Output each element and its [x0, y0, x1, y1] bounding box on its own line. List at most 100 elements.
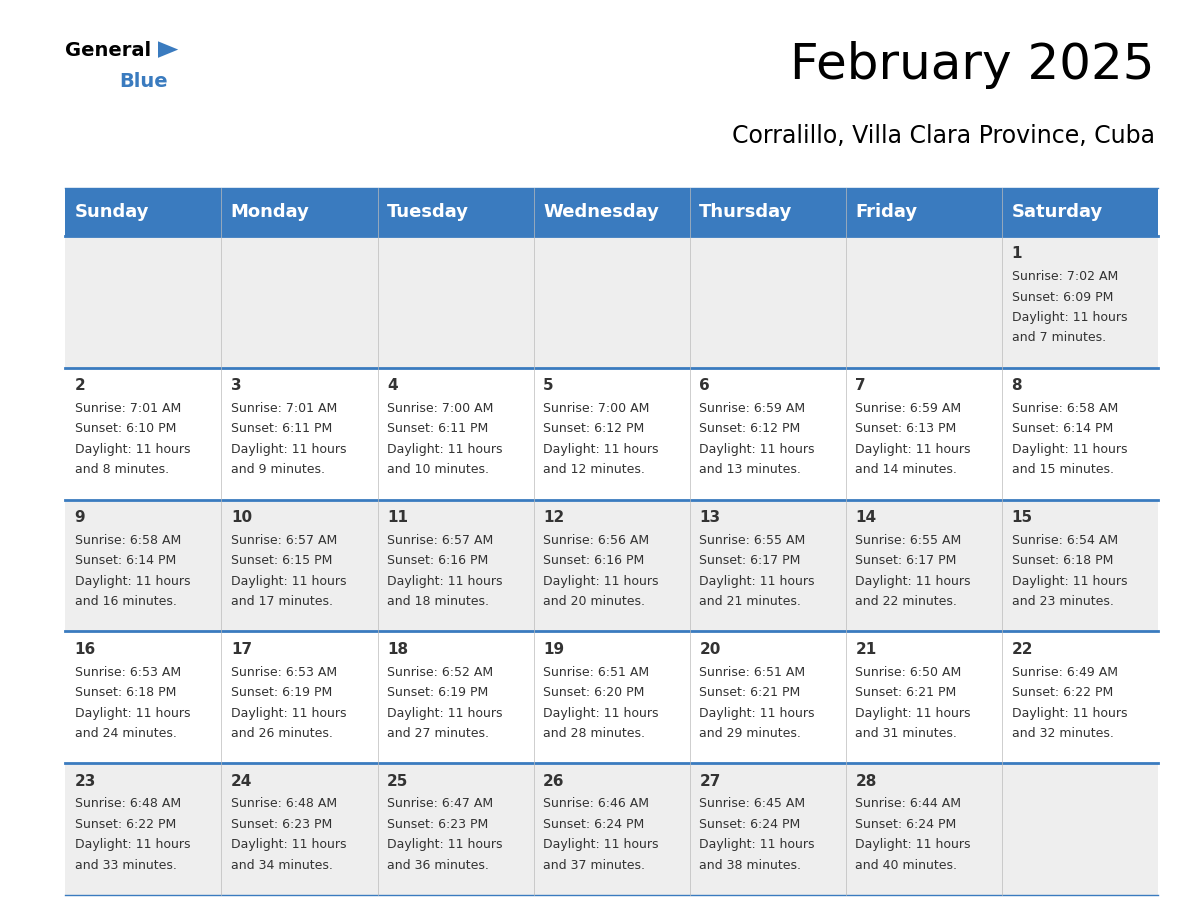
- Text: 3: 3: [230, 378, 241, 393]
- Text: 13: 13: [700, 510, 720, 525]
- Text: Sunrise: 6:48 AM: Sunrise: 6:48 AM: [230, 798, 337, 811]
- Text: 18: 18: [387, 642, 409, 657]
- Text: Daylight: 11 hours: Daylight: 11 hours: [700, 838, 815, 851]
- Text: Sunset: 6:19 PM: Sunset: 6:19 PM: [230, 686, 333, 700]
- Text: Sunset: 6:15 PM: Sunset: 6:15 PM: [230, 554, 333, 567]
- Text: and 10 minutes.: and 10 minutes.: [387, 464, 489, 476]
- Text: Sunset: 6:21 PM: Sunset: 6:21 PM: [700, 686, 801, 700]
- Text: 27: 27: [700, 774, 721, 789]
- Text: Daylight: 11 hours: Daylight: 11 hours: [543, 442, 658, 456]
- Text: 17: 17: [230, 642, 252, 657]
- Text: and 23 minutes.: and 23 minutes.: [1011, 595, 1113, 608]
- Text: and 20 minutes.: and 20 minutes.: [543, 595, 645, 608]
- Text: and 27 minutes.: and 27 minutes.: [387, 727, 489, 740]
- Text: Sunset: 6:23 PM: Sunset: 6:23 PM: [230, 818, 333, 831]
- Text: Sunset: 6:13 PM: Sunset: 6:13 PM: [855, 422, 956, 435]
- Text: Daylight: 11 hours: Daylight: 11 hours: [700, 707, 815, 720]
- Text: Daylight: 11 hours: Daylight: 11 hours: [700, 442, 815, 456]
- Text: Sunset: 6:21 PM: Sunset: 6:21 PM: [855, 686, 956, 700]
- Text: and 26 minutes.: and 26 minutes.: [230, 727, 333, 740]
- Text: Daylight: 11 hours: Daylight: 11 hours: [75, 575, 190, 588]
- Text: Sunrise: 6:50 AM: Sunrise: 6:50 AM: [855, 666, 961, 678]
- Text: Sunrise: 6:48 AM: Sunrise: 6:48 AM: [75, 798, 181, 811]
- Text: and 9 minutes.: and 9 minutes.: [230, 464, 324, 476]
- Text: 4: 4: [387, 378, 398, 393]
- Text: and 18 minutes.: and 18 minutes.: [387, 595, 489, 608]
- Text: Saturday: Saturday: [1011, 203, 1102, 221]
- Text: and 24 minutes.: and 24 minutes.: [75, 727, 177, 740]
- Text: Sunrise: 6:59 AM: Sunrise: 6:59 AM: [855, 402, 961, 415]
- Text: Daylight: 11 hours: Daylight: 11 hours: [230, 707, 347, 720]
- Text: 26: 26: [543, 774, 564, 789]
- Text: and 15 minutes.: and 15 minutes.: [1011, 464, 1113, 476]
- Text: Sunrise: 6:55 AM: Sunrise: 6:55 AM: [855, 534, 961, 547]
- Text: and 31 minutes.: and 31 minutes.: [855, 727, 958, 740]
- Text: Sunrise: 6:49 AM: Sunrise: 6:49 AM: [1011, 666, 1118, 678]
- Text: Sunset: 6:17 PM: Sunset: 6:17 PM: [855, 554, 956, 567]
- Text: and 17 minutes.: and 17 minutes.: [230, 595, 333, 608]
- Text: Daylight: 11 hours: Daylight: 11 hours: [230, 838, 347, 851]
- Text: Daylight: 11 hours: Daylight: 11 hours: [387, 838, 503, 851]
- Text: and 34 minutes.: and 34 minutes.: [230, 859, 333, 872]
- Text: 7: 7: [855, 378, 866, 393]
- Text: and 7 minutes.: and 7 minutes.: [1011, 331, 1106, 344]
- Text: and 13 minutes.: and 13 minutes.: [700, 464, 801, 476]
- Text: Wednesday: Wednesday: [543, 203, 659, 221]
- Text: and 32 minutes.: and 32 minutes.: [1011, 727, 1113, 740]
- Text: Daylight: 11 hours: Daylight: 11 hours: [855, 442, 971, 456]
- Text: Sunrise: 7:00 AM: Sunrise: 7:00 AM: [543, 402, 650, 415]
- Text: Sunset: 6:22 PM: Sunset: 6:22 PM: [1011, 686, 1113, 700]
- Text: Daylight: 11 hours: Daylight: 11 hours: [543, 575, 658, 588]
- Text: Sunrise: 6:59 AM: Sunrise: 6:59 AM: [700, 402, 805, 415]
- Text: Sunrise: 7:01 AM: Sunrise: 7:01 AM: [230, 402, 337, 415]
- Text: Sunrise: 6:46 AM: Sunrise: 6:46 AM: [543, 798, 649, 811]
- Text: 2: 2: [75, 378, 86, 393]
- Text: and 40 minutes.: and 40 minutes.: [855, 859, 958, 872]
- Text: Sunrise: 6:52 AM: Sunrise: 6:52 AM: [387, 666, 493, 678]
- Text: Tuesday: Tuesday: [387, 203, 469, 221]
- Text: Sunset: 6:18 PM: Sunset: 6:18 PM: [1011, 554, 1113, 567]
- Text: Sunrise: 6:51 AM: Sunrise: 6:51 AM: [700, 666, 805, 678]
- Text: Sunday: Sunday: [75, 203, 150, 221]
- Text: 22: 22: [1011, 642, 1034, 657]
- Text: Sunrise: 6:56 AM: Sunrise: 6:56 AM: [543, 534, 650, 547]
- Text: February 2025: February 2025: [790, 41, 1155, 89]
- Text: Sunset: 6:24 PM: Sunset: 6:24 PM: [543, 818, 644, 831]
- Text: Monday: Monday: [230, 203, 310, 221]
- Text: and 8 minutes.: and 8 minutes.: [75, 464, 169, 476]
- Text: 6: 6: [700, 378, 710, 393]
- Text: and 28 minutes.: and 28 minutes.: [543, 727, 645, 740]
- Text: Sunset: 6:14 PM: Sunset: 6:14 PM: [75, 554, 176, 567]
- Text: 28: 28: [855, 774, 877, 789]
- Text: Friday: Friday: [855, 203, 917, 221]
- Text: Sunset: 6:19 PM: Sunset: 6:19 PM: [387, 686, 488, 700]
- Text: Sunrise: 6:53 AM: Sunrise: 6:53 AM: [75, 666, 181, 678]
- Text: Daylight: 11 hours: Daylight: 11 hours: [387, 575, 503, 588]
- Text: Daylight: 11 hours: Daylight: 11 hours: [75, 442, 190, 456]
- Text: and 38 minutes.: and 38 minutes.: [700, 859, 801, 872]
- Text: Sunset: 6:24 PM: Sunset: 6:24 PM: [855, 818, 956, 831]
- Text: Sunset: 6:09 PM: Sunset: 6:09 PM: [1011, 291, 1113, 304]
- Text: Daylight: 11 hours: Daylight: 11 hours: [543, 707, 658, 720]
- Text: Sunset: 6:16 PM: Sunset: 6:16 PM: [543, 554, 644, 567]
- Text: Sunset: 6:14 PM: Sunset: 6:14 PM: [1011, 422, 1113, 435]
- Text: and 29 minutes.: and 29 minutes.: [700, 727, 801, 740]
- Text: Daylight: 11 hours: Daylight: 11 hours: [1011, 707, 1127, 720]
- Text: Daylight: 11 hours: Daylight: 11 hours: [855, 838, 971, 851]
- Text: 8: 8: [1011, 378, 1022, 393]
- Text: 25: 25: [387, 774, 409, 789]
- Text: Sunrise: 6:51 AM: Sunrise: 6:51 AM: [543, 666, 650, 678]
- Text: and 37 minutes.: and 37 minutes.: [543, 859, 645, 872]
- Text: 10: 10: [230, 510, 252, 525]
- Text: Sunrise: 6:58 AM: Sunrise: 6:58 AM: [1011, 402, 1118, 415]
- Text: and 36 minutes.: and 36 minutes.: [387, 859, 488, 872]
- Text: General: General: [65, 41, 151, 61]
- Text: Sunset: 6:20 PM: Sunset: 6:20 PM: [543, 686, 645, 700]
- Text: Daylight: 11 hours: Daylight: 11 hours: [855, 707, 971, 720]
- Text: Sunrise: 6:44 AM: Sunrise: 6:44 AM: [855, 798, 961, 811]
- Text: Daylight: 11 hours: Daylight: 11 hours: [75, 707, 190, 720]
- Text: Sunrise: 7:01 AM: Sunrise: 7:01 AM: [75, 402, 181, 415]
- Text: 23: 23: [75, 774, 96, 789]
- Text: Daylight: 11 hours: Daylight: 11 hours: [230, 575, 347, 588]
- Text: Sunrise: 6:58 AM: Sunrise: 6:58 AM: [75, 534, 181, 547]
